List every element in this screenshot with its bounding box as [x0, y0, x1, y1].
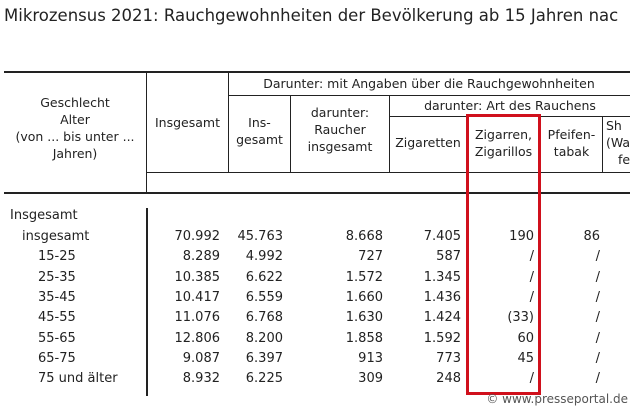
- table-cell: 1.436: [423, 289, 461, 305]
- body-divider: [146, 208, 148, 396]
- col-pfeife: Pfeifen- tabak: [541, 126, 602, 160]
- table-cell: 60: [517, 330, 534, 346]
- watermark: © www.presseportal.de: [486, 392, 628, 406]
- table-cell: /: [595, 269, 600, 285]
- col-raucher: darunter: Raucher insgesamt: [291, 104, 389, 155]
- table-cell: 6.622: [245, 269, 283, 285]
- table-cell: 11.076: [174, 310, 221, 326]
- table-cell: 1.572: [345, 269, 383, 285]
- table-cell: 8.668: [345, 229, 383, 244]
- rule: [147, 172, 630, 173]
- table-cell: 10.417: [174, 289, 221, 305]
- top-rule: [4, 71, 630, 73]
- table-cell: 86: [583, 229, 600, 244]
- table-cell: /: [529, 269, 534, 285]
- col-shisha: Sh (Wa fe: [606, 117, 630, 168]
- row-label: 35-45: [38, 289, 76, 305]
- row-label: 75 und älter: [38, 371, 118, 387]
- table-cell: /: [595, 371, 600, 387]
- col-ins-gesamt: Ins- gesamt: [229, 114, 290, 148]
- art-header: darunter: Art des Rauchens: [424, 98, 596, 113]
- table-cell: 727: [358, 249, 383, 265]
- rule: [228, 95, 630, 96]
- table-cell: 8.200: [245, 330, 283, 346]
- table-cell: 7.405: [423, 229, 461, 244]
- header-line: insgesamt: [307, 139, 373, 154]
- section-label: Insgesamt: [10, 208, 78, 223]
- table-cell: /: [595, 289, 600, 305]
- header-line: Ins-: [248, 115, 271, 130]
- header-line: fe: [618, 152, 630, 167]
- header-line: Raucher: [314, 122, 366, 137]
- header-bottom-rule: [4, 192, 630, 194]
- stub-line: Jahren): [52, 146, 98, 161]
- table-cell: /: [595, 310, 600, 326]
- table-cell: 45.763: [237, 229, 284, 244]
- table-cell: 1.858: [345, 330, 383, 346]
- header-line: tabak: [553, 144, 590, 159]
- table-cell: 6.397: [245, 350, 283, 366]
- row-label: 15-25: [38, 249, 76, 265]
- stub-line: Geschlecht: [40, 95, 110, 110]
- page-title: Mikrozensus 2021: Rauchgewohnheiten der …: [4, 6, 619, 25]
- header-line: Zigarren,: [474, 127, 532, 142]
- table-cell: /: [529, 249, 534, 265]
- table-cell: (33): [507, 310, 534, 326]
- col-insgesamt: Insgesamt: [155, 115, 220, 130]
- header-line: Sh: [606, 118, 622, 133]
- table-cell: 1.660: [345, 289, 383, 305]
- table-cell: 8.932: [182, 371, 220, 387]
- table-cell: 6.225: [245, 371, 283, 387]
- row-label: 55-65: [38, 330, 76, 346]
- col-zigarren: Zigarren, Zigarillos: [467, 126, 540, 160]
- table-cell: 309: [358, 371, 383, 387]
- col-divider: [602, 117, 603, 173]
- table-cell: 8.289: [182, 249, 220, 265]
- stub-line: Alter: [60, 112, 90, 127]
- table-cell: 12.806: [174, 330, 221, 346]
- table-cell: 248: [436, 371, 461, 387]
- table-cell: 773: [436, 350, 461, 366]
- stub-header: Geschlecht Alter (von ... bis unter ... …: [4, 94, 146, 162]
- table-cell: /: [529, 289, 534, 305]
- table-cell: 10.385: [174, 269, 221, 285]
- stub-line: (von ... bis unter ...: [15, 129, 135, 144]
- col-divider: [146, 72, 147, 193]
- table-cell: 70.992: [174, 229, 221, 244]
- table-cell: 1.345: [423, 269, 461, 285]
- table-cell: /: [529, 371, 534, 387]
- group-header: Darunter: mit Angaben über die Rauchgewo…: [263, 76, 595, 91]
- row-label: 65-75: [38, 350, 76, 366]
- table-cell: /: [595, 330, 600, 346]
- table-cell: /: [595, 249, 600, 265]
- table-cell: 6.768: [245, 310, 283, 326]
- row-label: insgesamt: [22, 229, 90, 244]
- row-label: 45-55: [38, 310, 76, 326]
- header-line: gesamt: [236, 132, 283, 147]
- table-cell: 190: [509, 229, 534, 244]
- col-divider: [389, 96, 390, 173]
- col-divider: [228, 72, 229, 173]
- table-cell: 9.087: [182, 350, 220, 366]
- col-zigaretten: Zigaretten: [395, 135, 461, 150]
- header-line: Zigarillos: [474, 144, 533, 159]
- table-cell: 1.630: [345, 310, 383, 326]
- row-label: 25-35: [38, 269, 76, 285]
- highlight-box: [466, 114, 541, 395]
- table-cell: 1.424: [423, 310, 461, 326]
- header-line: (Wa: [606, 135, 630, 150]
- table-cell: 913: [358, 350, 383, 366]
- table-cell: 45: [517, 350, 534, 366]
- table-cell: 1.592: [423, 330, 461, 346]
- table-cell: 4.992: [245, 249, 283, 265]
- header-line: darunter:: [310, 105, 370, 120]
- header-line: Pfeifen-: [547, 127, 596, 142]
- table-cell: 6.559: [245, 289, 283, 305]
- col-divider: [290, 96, 291, 173]
- table-cell: /: [595, 350, 600, 366]
- table-cell: 587: [436, 249, 461, 265]
